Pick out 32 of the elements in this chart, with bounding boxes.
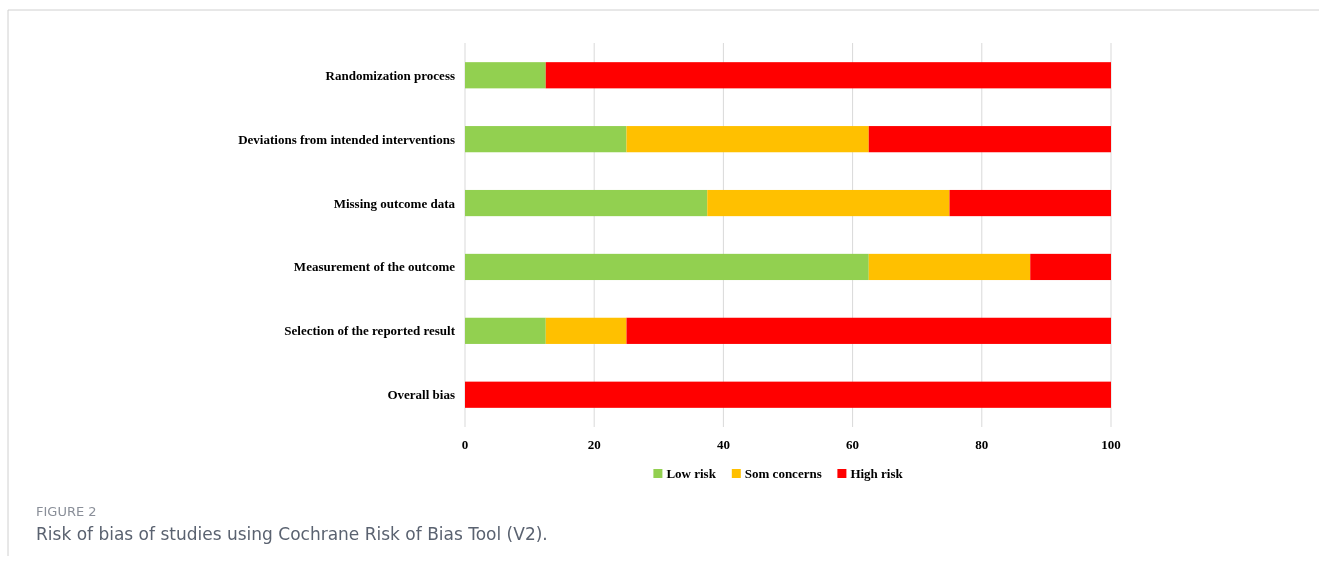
y-tick-label: Randomization process [325,67,455,83]
bar [868,253,1031,281]
x-tick-label: 20 [587,437,601,452]
y-tick-label: Missing outcome data [333,195,456,211]
bar [707,189,950,217]
bar [626,126,869,153]
bar [465,126,627,153]
x-tick-label: 100 [1101,437,1121,452]
bar [545,62,1111,89]
caption: FIGURE 2 [36,504,97,519]
x-tick-label: 80 [975,437,989,452]
text: Risk of bias of studies using Cochrane Risk of Bias Tool (V2). [36,524,548,544]
bar [949,189,1111,217]
bar [868,126,1111,153]
bar [545,317,627,344]
y-tick-label: Overall bias [387,387,455,403]
y-tick-label: Selection of the reported result [284,323,456,339]
bar [465,317,546,344]
bar [626,317,1111,344]
x-tick-label: 40 [716,437,730,452]
x-tick-label: 60 [846,437,860,452]
bar [1030,253,1111,281]
x-tick-label: 0 [461,437,469,452]
bar [465,189,708,217]
bar [465,62,546,89]
legend-label: High risk [850,466,904,481]
legend-label: Som concerns [744,466,822,481]
bar [465,381,1111,408]
bar [465,253,869,281]
legend-label: Low risk [666,466,717,481]
y-tick-label: Measurement of the outcome [293,259,456,275]
y-tick-label: Deviations from intended interventions [238,131,455,147]
